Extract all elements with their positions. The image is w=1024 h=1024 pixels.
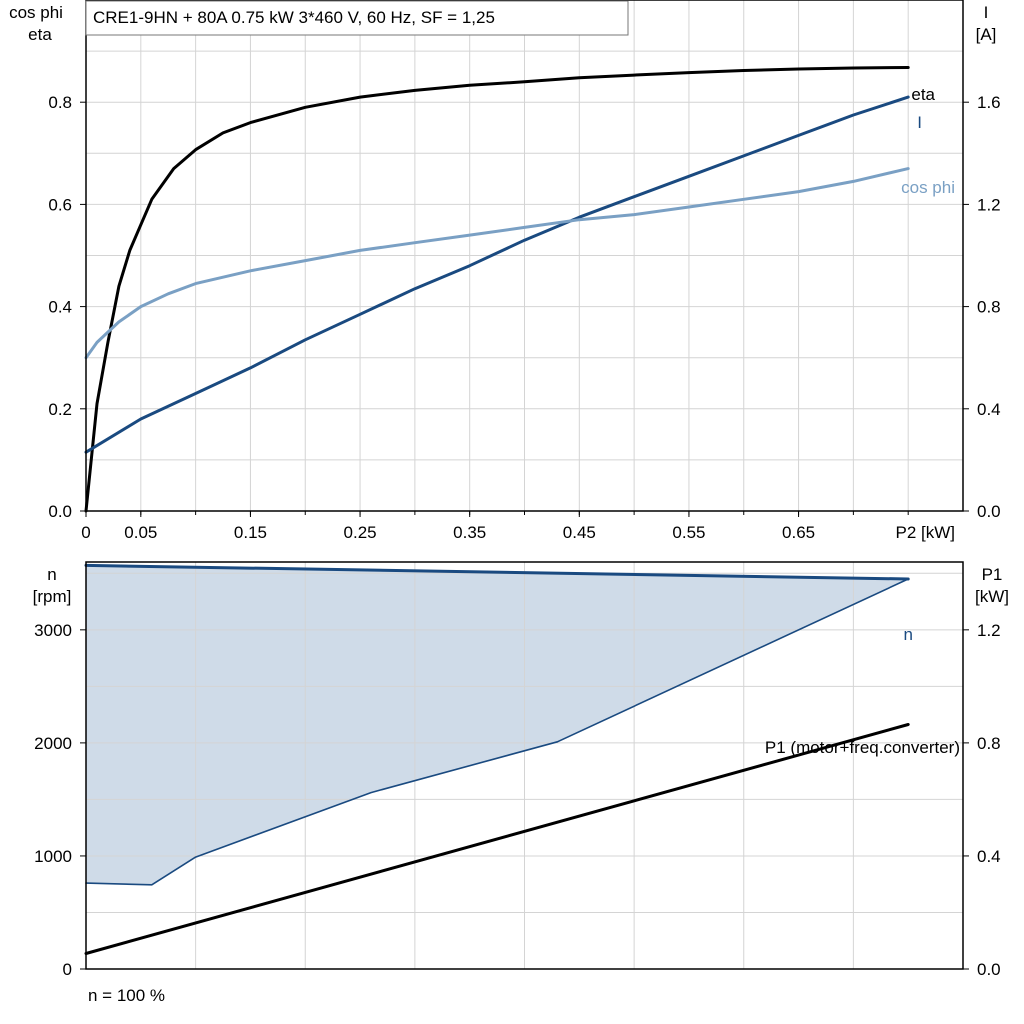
top-chart-grid: [86, 0, 963, 511]
top-series-line-eta: [84, 66, 910, 513]
top-x-axis-label: P2 [kW]: [895, 523, 955, 542]
top-left-axis-label-line1: cos phi: [9, 3, 63, 22]
speed-range-area: [86, 565, 909, 885]
top-x-tick-label: 0.65: [782, 523, 815, 542]
p1-series-label: P1 (motor+freq.converter): [765, 738, 960, 757]
bottom-left-tick-label: 0: [63, 960, 72, 979]
top-right-tick-label: 0.0: [977, 502, 1001, 521]
top-right-tick-label: 1.6: [977, 93, 1001, 112]
top-x-tick-label: 0.15: [234, 523, 267, 542]
top-x-tick-label: 0: [81, 523, 90, 542]
top-series-line-cos-phi: [84, 167, 910, 360]
top-left-tick-label: 0.2: [48, 400, 72, 419]
bottom-right-tick-label: 0.8: [977, 734, 1001, 753]
bottom-right-axis-label-line2: [kW]: [975, 587, 1009, 606]
top-x-tick-label: 0.05: [124, 523, 157, 542]
top-right-axis-label-line2: [A]: [976, 25, 997, 44]
top-right-tick-label: 1.2: [977, 195, 1001, 214]
p1-power-line: [84, 723, 910, 955]
bottom-left-axis-label-line1: n: [47, 565, 56, 584]
bottom-left-tick-label: 3000: [34, 621, 72, 640]
top-right-tick-label: 0.8: [977, 298, 1001, 317]
top-right-tick-label: 0.4: [977, 400, 1001, 419]
top-chart-title: CRE1-9HN + 80A 0.75 kW 3*460 V, 60 Hz, S…: [93, 8, 495, 27]
cos-phi-series-label: cos phi: [901, 178, 955, 197]
top-x-tick-label: 0.55: [672, 523, 705, 542]
top-x-tick-label: 0.45: [563, 523, 596, 542]
bottom-right-tick-label: 1.2: [977, 621, 1001, 640]
top-series-line-current: [84, 95, 910, 454]
bottom-chart-series: [84, 563, 910, 955]
top-right-axis-label-line1: I: [984, 3, 989, 22]
top-chart-title-box: [85, 0, 629, 36]
bottom-left-tick-label: 1000: [34, 847, 72, 866]
max-speed-line: [84, 563, 910, 581]
bottom-chart-fill: [86, 565, 909, 885]
top-left-axis-label-line2: eta: [28, 25, 52, 44]
speed-footnote: n = 100 %: [88, 986, 165, 1005]
eta-series-label: eta: [911, 85, 935, 104]
min-speed-line: [85, 578, 910, 886]
top-chart-series: [84, 66, 910, 513]
bottom-right-axis-label-line1: P1: [982, 565, 1003, 584]
top-chart-ticks: 0 0.05 0.15 0.25 0.35 0.45 0.55 0.65 0.0 0.2 0.4 0.…: [48, 93, 1000, 542]
top-left-tick-label: 0.4: [48, 298, 72, 317]
top-x-tick-label: 0.25: [344, 523, 377, 542]
bottom-right-tick-label: 0.0: [977, 960, 1001, 979]
bottom-left-axis-label-line2: [rpm]: [33, 587, 72, 606]
top-left-tick-label: 0.8: [48, 93, 72, 112]
top-left-tick-label: 0.0: [48, 502, 72, 521]
speed-series-label: n: [904, 625, 913, 644]
bottom-chart-plot-frame: [85, 561, 964, 970]
bottom-left-tick-label: 2000: [34, 734, 72, 753]
top-x-tick-label: 0.35: [453, 523, 486, 542]
bottom-right-tick-label: 0.4: [977, 847, 1001, 866]
top-left-tick-label: 0.6: [48, 195, 72, 214]
bottom-chart-ticks: 0 1000 2000 3000 0.0 0.4 0.8 1.2: [34, 621, 1000, 979]
current-series-label: I: [917, 113, 922, 132]
